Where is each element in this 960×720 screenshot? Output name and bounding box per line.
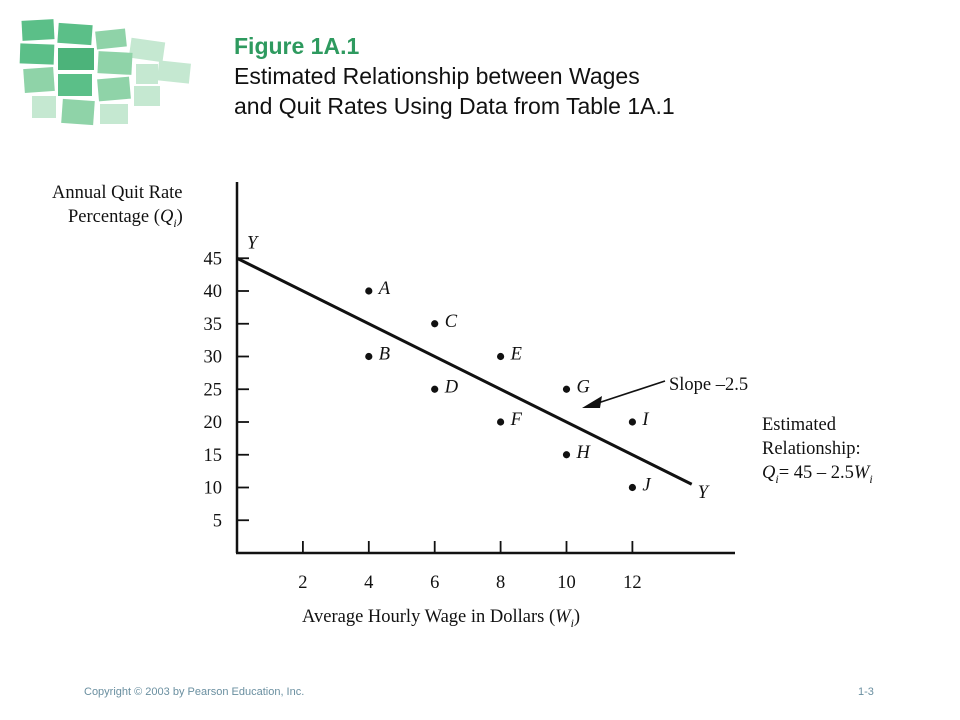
data-points: A B C D E F G H I J (365, 279, 651, 496)
data-point-c (431, 320, 439, 328)
data-point-j (628, 483, 637, 492)
y-axis-label-line-1: Annual Quit Rate (52, 183, 183, 203)
y-tick-label: 15 (204, 446, 223, 466)
data-point-e (497, 352, 505, 361)
equation-formula: Qi= 45 – 2.5Wi (762, 463, 873, 486)
data-point-label-h: H (576, 443, 592, 463)
y-tick-label: 5 (213, 511, 222, 531)
footer-page-number: 1-3 (858, 686, 874, 698)
data-point-b (365, 352, 373, 361)
green-tile-grid-logo-icon (19, 19, 191, 126)
x-tick-label: 4 (364, 573, 373, 593)
slope-arrow-shaft (597, 380, 666, 404)
y-tick-label: 45 (204, 249, 223, 269)
y-tick-label: 25 (204, 380, 223, 400)
data-point-label-e: E (510, 345, 522, 365)
title-block: Figure 1A.1 Estimated Relationship betwe… (234, 31, 675, 121)
regression-start-label: Y (247, 233, 259, 253)
regression-end-label: Y (698, 483, 710, 503)
data-point-label-b: B (379, 345, 390, 365)
x-tick-label: 8 (496, 573, 505, 593)
x-tick-label: 2 (298, 573, 307, 593)
data-point-label-j: J (642, 476, 651, 496)
slope-annotation: Slope –2.5 (669, 375, 748, 395)
data-point-label-c: C (445, 312, 458, 332)
y-tick-label: 20 (204, 413, 223, 433)
figure-subtitle-line-2: and Quit Rates Using Data from Table 1A.… (234, 93, 675, 119)
y-axis-label-line-2: Percentage (Qi) (68, 207, 183, 230)
x-tick-label: 10 (557, 573, 576, 593)
equation-line-2: Relationship: (762, 439, 861, 459)
figure-subtitle-line-1: Estimated Relationship between Wages (234, 63, 640, 89)
slope-arrow-head (582, 396, 602, 408)
y-tick-label: 30 (204, 348, 223, 368)
data-point-h (562, 451, 571, 459)
regression-line-group: YY (236, 233, 710, 503)
footer-copyright: Copyright © 2003 by Pearson Education, I… (84, 686, 305, 698)
x-axis-ticks: 2 4 6 8 10 12 (298, 541, 642, 593)
data-point-d (431, 385, 439, 393)
x-tick-label: 6 (430, 573, 439, 593)
equation-line-1: Estimated (762, 415, 837, 435)
scatter-chart: Annual Quit Rate Percentage (Qi) Average… (52, 182, 873, 630)
data-point-label-g: G (577, 377, 590, 397)
data-point-label-d: D (444, 377, 459, 397)
data-point-label-a: A (377, 279, 391, 299)
y-axis-ticks: 5 10 15 20 25 30 35 40 45 (204, 249, 249, 531)
figure-label: Figure 1A.1 (234, 33, 360, 59)
data-point-label-i: I (641, 410, 649, 430)
publisher-logo (18, 18, 198, 128)
data-point-label-f: F (510, 410, 523, 430)
data-point-g (562, 385, 571, 393)
y-tick-label: 10 (204, 479, 223, 499)
x-axis-label: Average Hourly Wage in Dollars (Wi) (302, 607, 580, 630)
x-tick-label: 12 (623, 573, 642, 593)
regression-line (236, 256, 693, 486)
y-tick-label: 35 (204, 315, 223, 335)
data-point-a (365, 287, 373, 295)
y-tick-label: 40 (204, 282, 223, 302)
data-point-f (497, 418, 505, 426)
data-point-i (628, 418, 637, 426)
